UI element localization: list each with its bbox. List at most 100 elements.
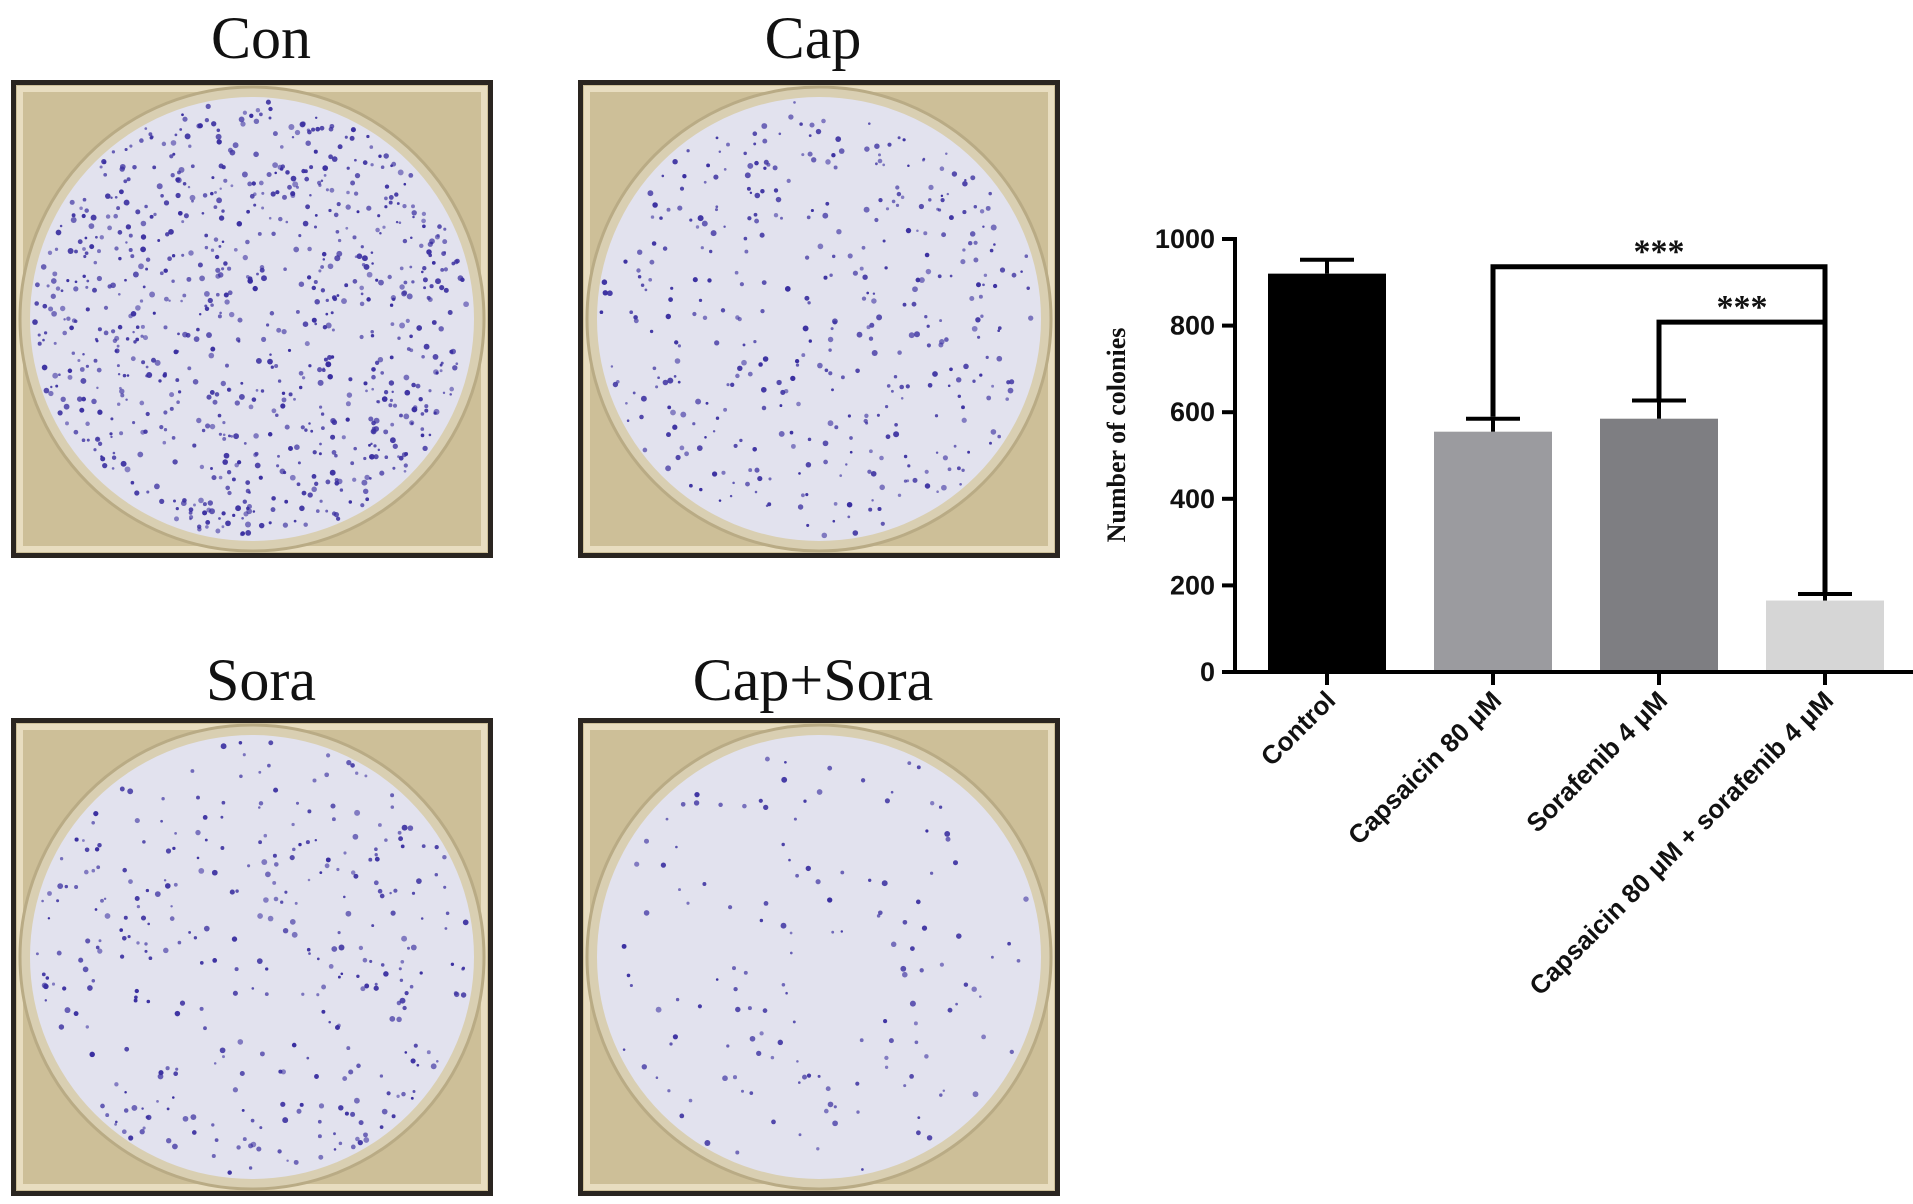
colony-dot: [130, 254, 135, 259]
colony-dot: [1026, 286, 1030, 291]
colony-dot: [135, 325, 140, 329]
colony-dot: [245, 480, 251, 485]
colony-dot: [805, 462, 812, 468]
colony-dot: [304, 341, 310, 347]
colony-dot: [93, 811, 99, 817]
colony-dot: [802, 1074, 807, 1080]
colony-dot: [932, 371, 938, 377]
colony-dot: [210, 248, 215, 252]
colony-dot: [945, 836, 951, 842]
colony-dot: [770, 1055, 775, 1060]
colony-dot: [1028, 315, 1034, 321]
colony-dot: [84, 251, 89, 256]
colony-dot: [139, 138, 144, 143]
colony-dot: [215, 133, 222, 140]
colony-dot: [266, 171, 272, 178]
colony-dot: [406, 293, 413, 300]
colony-dot: [449, 393, 452, 396]
colony-dot: [94, 436, 101, 442]
colony-dot: [306, 947, 311, 952]
colony-dot: [311, 473, 317, 479]
colony-dot: [403, 374, 410, 381]
colony-dot: [700, 246, 704, 250]
colony-dot: [990, 224, 997, 231]
colony-dot: [290, 175, 297, 182]
colony-dot: [623, 259, 628, 264]
colony-dot: [827, 1101, 834, 1108]
colony-dot: [650, 215, 655, 219]
colony-dot: [242, 254, 248, 261]
colony-dot: [288, 124, 295, 130]
colony-dot: [359, 285, 364, 291]
colony-dot: [214, 254, 220, 260]
colony-dot: [289, 855, 295, 861]
colony-dot: [668, 297, 673, 302]
colony-dot: [223, 452, 230, 459]
colony-dot: [231, 936, 238, 942]
colony-dot: [384, 455, 389, 460]
colony-dot: [227, 1170, 232, 1175]
colony-dot: [758, 798, 763, 803]
colony-dot: [754, 218, 760, 224]
colony-dot: [828, 348, 832, 352]
colony-dot: [689, 483, 693, 488]
colony-dot: [379, 1125, 384, 1129]
colony-dot: [292, 181, 299, 188]
colony-dot: [398, 836, 404, 842]
colony-dot: [353, 191, 359, 196]
colony-dot: [44, 999, 48, 1002]
colony-dot: [188, 930, 192, 934]
colony-dot: [905, 227, 912, 234]
colony-dot: [247, 864, 251, 868]
colony-dot: [78, 957, 84, 963]
colony-dot: [272, 853, 277, 858]
colony-dot: [309, 165, 314, 170]
colony-dot: [776, 379, 782, 386]
colony-dot: [232, 1087, 239, 1093]
colony-dot: [170, 173, 175, 178]
colony-dot: [294, 129, 301, 136]
colony-dot: [796, 401, 801, 407]
colony-dot: [99, 165, 103, 169]
colony-dot: [868, 336, 874, 341]
colony-dot: [362, 488, 369, 495]
colony-dot: [255, 389, 259, 392]
colony-dot: [135, 305, 141, 311]
colony-dot: [320, 288, 326, 293]
colony-dot: [42, 338, 45, 342]
colony-dot: [355, 771, 359, 775]
colony-dot: [257, 913, 263, 919]
colony-dot: [333, 511, 340, 518]
colony-dot: [163, 410, 168, 415]
colony-dot: [721, 470, 726, 475]
colony-dot: [368, 443, 371, 447]
colony-dot: [766, 162, 771, 167]
colony-dot: [232, 142, 239, 149]
colony-dot: [245, 239, 250, 245]
colony-dot: [409, 984, 414, 989]
colony-dot: [125, 224, 132, 230]
colony-dot: [398, 455, 404, 461]
colony-dot: [86, 438, 90, 442]
colony-dot: [983, 273, 988, 278]
colony-dot: [317, 180, 322, 185]
colony-dot: [389, 437, 396, 444]
colony-dot: [273, 896, 279, 902]
colony-dot: [221, 800, 226, 805]
colony-dot: [60, 305, 66, 312]
colony-dot: [308, 364, 312, 368]
colony-dot: [927, 382, 933, 388]
colony-dot: [647, 190, 654, 197]
colony-dot: [350, 180, 356, 186]
colony-dot: [220, 815, 224, 819]
colony-dot: [436, 1060, 439, 1063]
colony-dot: [241, 171, 248, 178]
colony-dot: [85, 421, 90, 427]
colony-dot: [48, 306, 54, 312]
colony-dot: [248, 491, 251, 494]
colony-dot: [902, 302, 907, 307]
colony-dot: [171, 279, 175, 283]
colony-dot: [948, 215, 954, 221]
colony-dot: [371, 387, 375, 391]
colony-dot: [274, 363, 279, 369]
